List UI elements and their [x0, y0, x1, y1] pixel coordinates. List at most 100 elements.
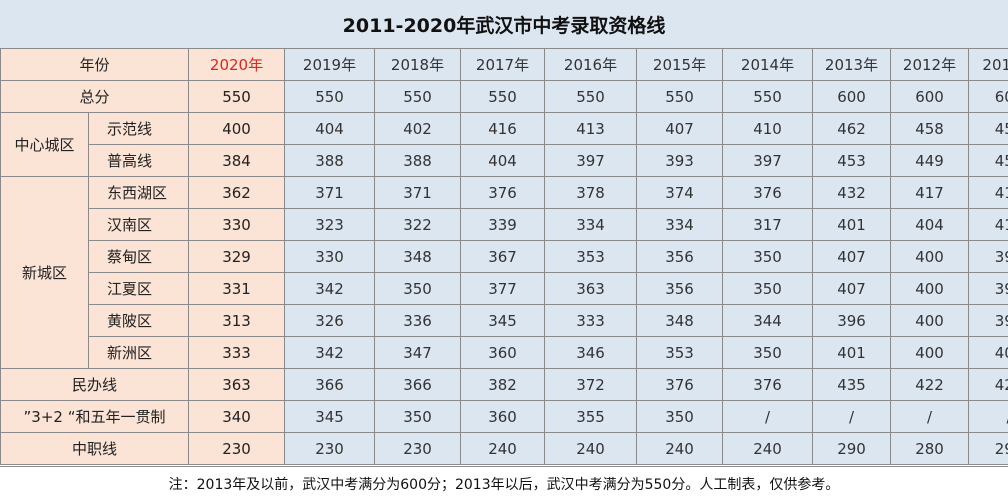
row-label: 汉南区	[89, 209, 189, 241]
score-cell: 397	[723, 145, 813, 177]
score-cell: 290	[969, 433, 1008, 465]
score-cell: 378	[545, 177, 637, 209]
score-cell: 363	[545, 273, 637, 305]
score-cell: 404	[891, 209, 969, 241]
score-cell: 396	[813, 305, 891, 337]
score-cell: 550	[189, 81, 285, 113]
score-cell: 240	[461, 433, 545, 465]
row-label: 江夏区	[89, 273, 189, 305]
score-cell: 372	[545, 369, 637, 401]
score-cell: 333	[545, 305, 637, 337]
score-cell: 550	[545, 81, 637, 113]
score-cell: 401	[813, 337, 891, 369]
score-cell: 348	[375, 241, 461, 273]
score-cell: 331	[189, 273, 285, 305]
score-cell: 336	[375, 305, 461, 337]
score-cell: 333	[189, 337, 285, 369]
row-label: 东西湖区	[89, 177, 189, 209]
score-cell: 550	[285, 81, 375, 113]
table-row: 普高线384388388404397393397453449459	[1, 145, 1008, 177]
score-cell: 317	[723, 209, 813, 241]
score-cell: 360	[461, 401, 545, 433]
year-header: 2020年	[189, 49, 285, 81]
score-cell: 453	[813, 145, 891, 177]
year-header: 2012年	[891, 49, 969, 81]
score-cell: 458	[891, 113, 969, 145]
score-cell: 355	[545, 401, 637, 433]
row-label: 蔡甸区	[89, 241, 189, 273]
score-cell: 353	[545, 241, 637, 273]
score-cell: 400	[891, 337, 969, 369]
score-cell: 240	[723, 433, 813, 465]
score-cell: 353	[637, 337, 723, 369]
score-cell: 550	[461, 81, 545, 113]
score-cell: 334	[637, 209, 723, 241]
year-header: 2017年	[461, 49, 545, 81]
score-cell: 459	[969, 145, 1008, 177]
score-cell: 449	[891, 145, 969, 177]
score-cell: 397	[545, 145, 637, 177]
score-cell: 376	[723, 177, 813, 209]
score-cell: 329	[189, 241, 285, 273]
score-cell: 398	[969, 305, 1008, 337]
score-cell: 388	[285, 145, 375, 177]
score-cell: 459	[969, 113, 1008, 145]
year-header-label: 年份	[1, 49, 189, 81]
score-cell: 401	[813, 209, 891, 241]
score-cell: 416	[461, 113, 545, 145]
score-cell: 230	[189, 433, 285, 465]
score-cell: 348	[637, 305, 723, 337]
table-row: 中心城区示范线400404402416413407410462458459	[1, 113, 1008, 145]
score-cell: 240	[545, 433, 637, 465]
table-title: 2011-2020年武汉市中考录取资格线	[0, 0, 1008, 49]
row-label: 新洲区	[89, 337, 189, 369]
score-cell: 345	[461, 305, 545, 337]
footnote: 注：2013年及以前，武汉中考满分为600分；2013年以后，武汉中考满分为55…	[0, 466, 1008, 501]
score-cell: 400	[189, 113, 285, 145]
score-cell: 371	[285, 177, 375, 209]
year-header: 2011年	[969, 49, 1008, 81]
score-cell: 334	[545, 209, 637, 241]
score-cell: 230	[375, 433, 461, 465]
score-cell: 344	[723, 305, 813, 337]
year-header: 2016年	[545, 49, 637, 81]
year-header: 2014年	[723, 49, 813, 81]
score-cell: 371	[375, 177, 461, 209]
score-cell: 350	[723, 337, 813, 369]
row-label: 总分	[1, 81, 189, 113]
score-cell: 404	[285, 113, 375, 145]
score-cell: 411	[969, 209, 1008, 241]
score-cell: 323	[285, 209, 375, 241]
score-cell: 356	[637, 241, 723, 273]
score-cell: 400	[891, 305, 969, 337]
score-cell: 404	[461, 145, 545, 177]
score-cell: 350	[375, 401, 461, 433]
score-cell: /	[891, 401, 969, 433]
table-row: 蔡甸区329330348367353356350407400397	[1, 241, 1008, 273]
score-cell: 374	[637, 177, 723, 209]
score-cell: 347	[375, 337, 461, 369]
score-cell: 350	[723, 241, 813, 273]
score-cell: 376	[723, 369, 813, 401]
score-cell: 342	[285, 273, 375, 305]
year-header: 2013年	[813, 49, 891, 81]
score-cell: /	[813, 401, 891, 433]
score-cell: 346	[545, 337, 637, 369]
score-cell: 240	[637, 433, 723, 465]
score-cell: 350	[637, 401, 723, 433]
score-cell: 397	[969, 241, 1008, 273]
year-header: 2015年	[637, 49, 723, 81]
score-cell: 360	[461, 337, 545, 369]
score-cell: 339	[461, 209, 545, 241]
score-cell: 322	[375, 209, 461, 241]
score-cell: 330	[189, 209, 285, 241]
score-cell: 462	[813, 113, 891, 145]
table-row: 新洲区333342347360346353350401400408	[1, 337, 1008, 369]
score-cell: 407	[637, 113, 723, 145]
score-cell: 290	[813, 433, 891, 465]
score-cell: 417	[891, 177, 969, 209]
score-cell: 397	[969, 273, 1008, 305]
